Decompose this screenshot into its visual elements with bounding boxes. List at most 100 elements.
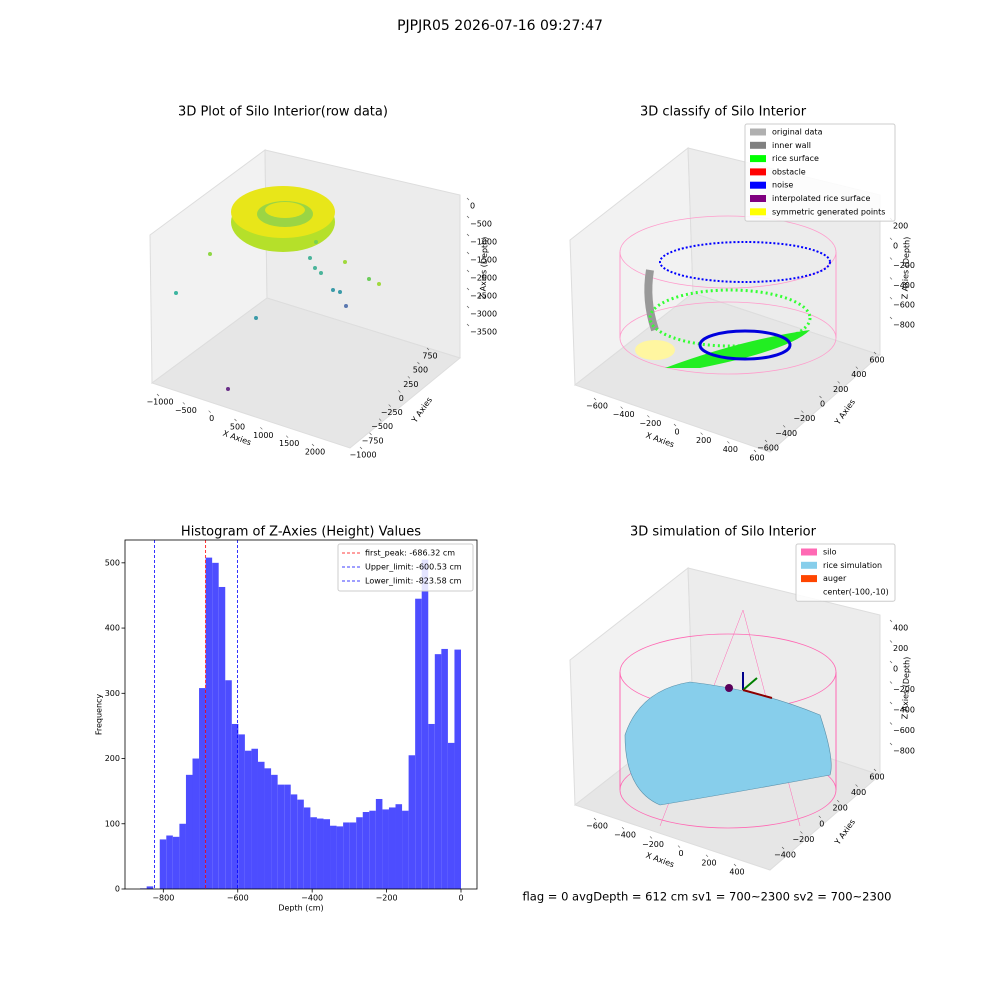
y-tick <box>782 425 786 428</box>
x-tick-label: 1000 <box>253 431 273 440</box>
x-tick <box>182 402 186 405</box>
legend-swatch <box>750 155 766 163</box>
z-tick-label: −1500 <box>470 256 497 265</box>
y-tick-label: −750 <box>362 436 384 445</box>
z-tick <box>466 233 470 237</box>
y-tick <box>398 390 401 393</box>
classify-illustration <box>619 215 837 375</box>
z-tick-label: 0 <box>470 202 475 211</box>
bar <box>290 794 298 889</box>
legend-label: interpolated rice surface <box>772 194 870 203</box>
y-tick-label: 600 <box>869 773 884 782</box>
z-tick <box>889 660 893 664</box>
x-tick-label: 500 <box>230 423 245 432</box>
bar <box>212 562 219 889</box>
z-tick-label: 400 <box>893 624 908 633</box>
bar <box>231 723 239 889</box>
legend-box <box>795 543 896 602</box>
y-tick <box>764 439 768 443</box>
z-tick <box>889 257 893 260</box>
bar <box>323 819 331 889</box>
z-tick-label: −400 <box>893 706 915 715</box>
x-tick <box>677 845 681 848</box>
y-tick <box>426 347 430 351</box>
bar <box>225 680 232 889</box>
bar <box>297 799 304 889</box>
bar <box>369 810 376 889</box>
z-tick <box>889 619 893 623</box>
bar <box>271 774 278 889</box>
legend-swatch <box>750 168 766 176</box>
bar <box>330 825 337 889</box>
x-tick <box>234 418 237 422</box>
y-tick <box>836 799 840 803</box>
subplot-title: 3D simulation of Silo Interior <box>630 525 817 540</box>
bar <box>375 798 383 889</box>
x-axis-label: Depth (cm) <box>278 904 323 913</box>
y-tick-label: 0 <box>819 819 824 828</box>
legend-label: Upper_limit: -600.53 cm <box>365 563 462 572</box>
x-tick <box>285 435 289 438</box>
y-tick <box>388 404 391 407</box>
z-tick-label: −3500 <box>470 328 497 337</box>
x-tick <box>208 410 211 413</box>
bar <box>316 818 324 889</box>
y-tick-label: 200 <box>833 804 848 813</box>
x-tick <box>311 443 315 447</box>
bar <box>421 559 429 889</box>
z-tick <box>466 305 470 309</box>
y-tick-label: −250 <box>381 408 403 417</box>
x-tick-label: 200 <box>701 858 716 867</box>
z-tick <box>466 323 470 327</box>
subplot-title: 3D classify of Silo Interior <box>640 105 807 120</box>
x-tick-label: −1000 <box>146 398 173 407</box>
z-tick-label: 0 <box>893 665 898 674</box>
x-tick-label: −400 <box>301 894 323 903</box>
legend-label: rice simulation <box>823 561 882 570</box>
bar <box>356 817 363 889</box>
x-tick <box>753 449 757 453</box>
legend-label: original data <box>772 128 823 137</box>
y-tick <box>378 418 382 421</box>
bar <box>395 804 403 889</box>
z-tick-label: −2000 <box>470 274 497 283</box>
x-tick <box>621 826 625 830</box>
z-tick-label: −600 <box>893 726 915 735</box>
x-tick-label: 400 <box>729 868 744 877</box>
x-tick <box>733 863 737 867</box>
z-tick-label: −2500 <box>470 292 497 301</box>
y-tick-label: 0 <box>115 885 120 894</box>
legend-label: rice surface <box>772 154 819 163</box>
bar <box>447 742 455 889</box>
bar <box>172 836 180 889</box>
z-tick-label: −200 <box>893 685 915 694</box>
footer: flag = 0 avgDepth = 612 cm sv1 = 700~230… <box>523 890 892 904</box>
z-tick <box>889 237 893 241</box>
y-tick-label: −400 <box>774 851 796 860</box>
z-tick <box>889 701 893 705</box>
x-tick-label: −200 <box>376 894 398 903</box>
legend-swatch <box>750 195 766 202</box>
z-tick-label: 200 <box>893 644 908 653</box>
legend-swatch <box>750 208 766 216</box>
z-tick-label: −1000 <box>470 238 497 247</box>
pane-floor <box>150 297 462 449</box>
legend-label: Lower_limit: -823.58 cm <box>365 577 462 586</box>
legend-box <box>337 543 474 592</box>
bar <box>402 810 409 889</box>
legend-swatch <box>750 141 766 149</box>
bar <box>192 758 200 889</box>
bar <box>264 768 272 889</box>
bar <box>166 835 173 889</box>
simulation-illustration <box>619 609 837 829</box>
legend-swatch <box>801 575 817 583</box>
x-tick-label: 200 <box>696 436 711 445</box>
y-tick <box>369 432 372 436</box>
z-tick <box>466 269 470 273</box>
x-tick <box>705 854 709 858</box>
y-tick <box>359 446 363 450</box>
bar <box>382 809 389 889</box>
y-tick-label: 500 <box>105 558 120 567</box>
legend-label: first_peak: -686.32 cm <box>365 549 455 558</box>
z-tick <box>889 742 893 746</box>
